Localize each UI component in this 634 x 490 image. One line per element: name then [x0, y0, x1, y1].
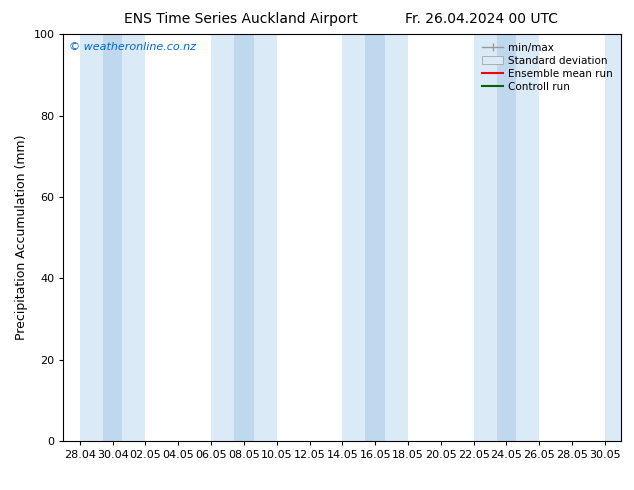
Text: © weatheronline.co.nz: © weatheronline.co.nz — [69, 43, 196, 52]
Bar — [605, 34, 634, 441]
Bar — [496, 34, 516, 441]
Text: ENS Time Series Auckland Airport: ENS Time Series Auckland Airport — [124, 12, 358, 26]
Bar — [342, 34, 408, 441]
Bar — [211, 34, 276, 441]
Legend: min/max, Standard deviation, Ensemble mean run, Controll run: min/max, Standard deviation, Ensemble me… — [479, 40, 616, 95]
Bar — [103, 34, 122, 441]
Bar — [628, 34, 634, 441]
Bar — [365, 34, 385, 441]
Y-axis label: Precipitation Accumulation (mm): Precipitation Accumulation (mm) — [15, 135, 28, 341]
Bar — [234, 34, 254, 441]
Bar — [80, 34, 145, 441]
Bar — [474, 34, 540, 441]
Text: Fr. 26.04.2024 00 UTC: Fr. 26.04.2024 00 UTC — [405, 12, 559, 26]
